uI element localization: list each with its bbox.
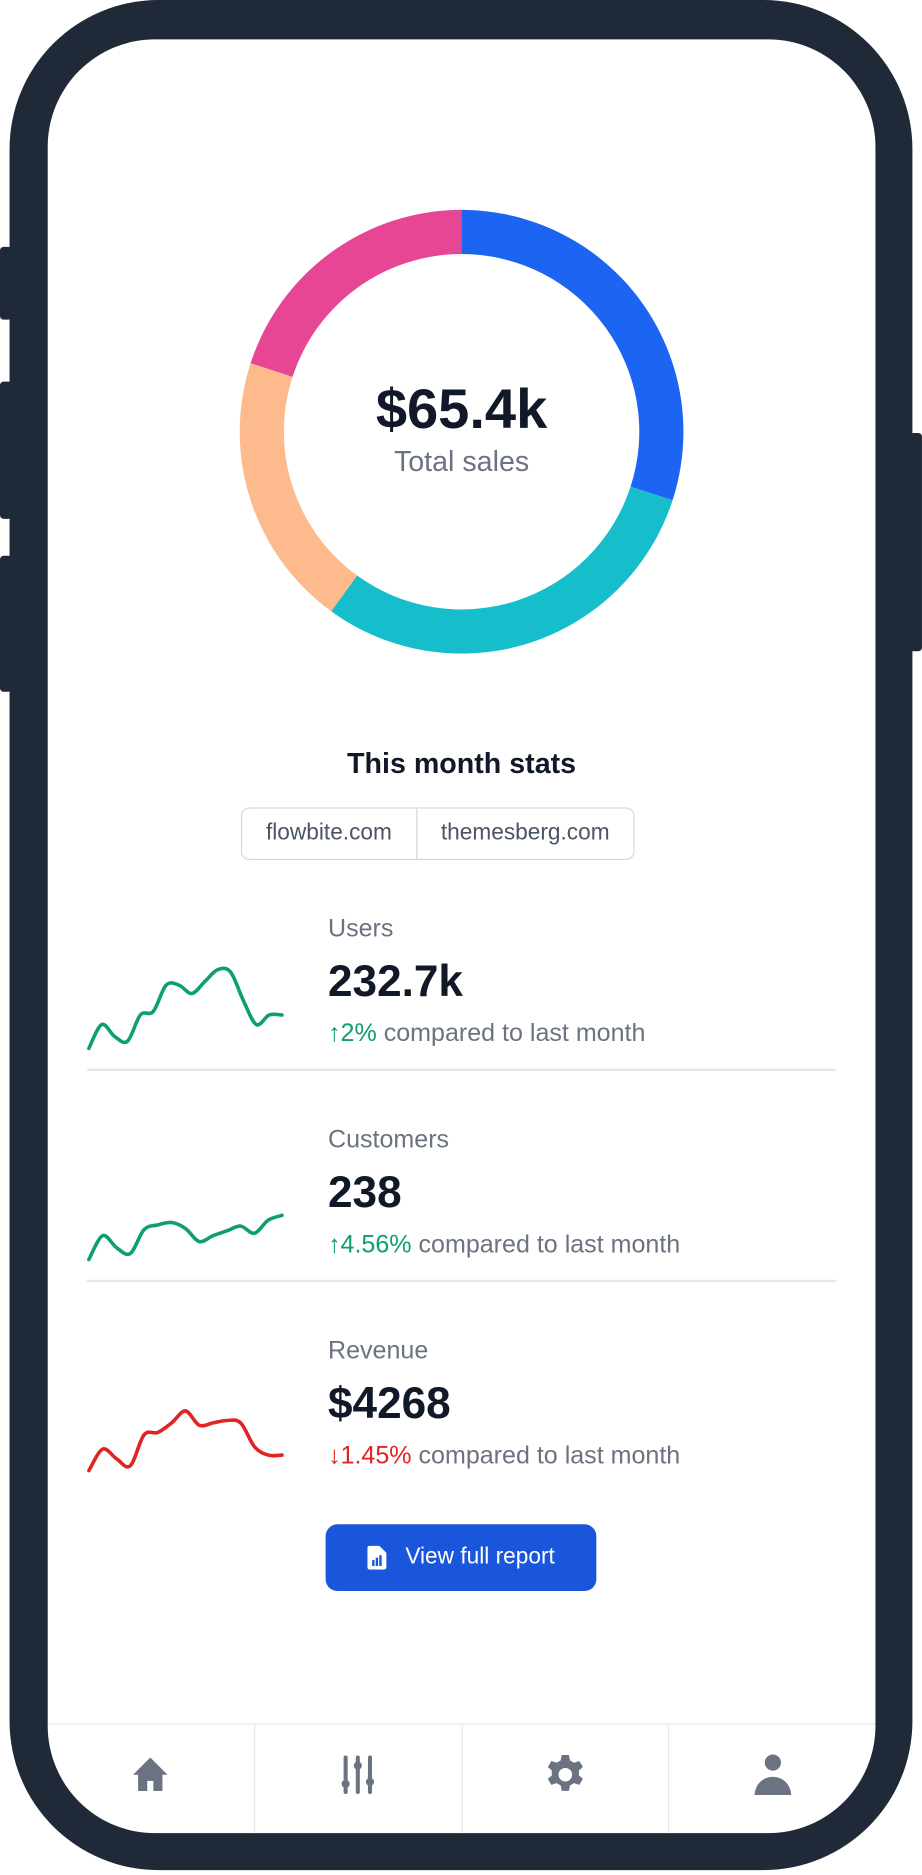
user-icon [754, 1754, 791, 1796]
change-suffix: compared to last month [418, 1441, 681, 1470]
stat-row-users: Users 232.7k ↑2% compared to last month [87, 889, 836, 1068]
sparkline-chart [87, 1213, 284, 1262]
donut-center: $65.4k Total sales [239, 209, 685, 655]
donut-segment-3 [239, 363, 358, 612]
tab-flowbite[interactable]: flowbite.com [242, 808, 416, 859]
stat-label: Users [327, 914, 394, 943]
gear-icon [547, 1755, 583, 1791]
change-percent: 2% [340, 1019, 377, 1048]
stats-title: This month stats [347, 747, 577, 781]
stat-row-revenue: Revenue $4268 ↓1.45% compared to last mont… [87, 1311, 836, 1490]
change-suffix: compared to last month [418, 1230, 681, 1259]
bottom-nav [47, 1723, 876, 1834]
view-full-report-button[interactable]: View full report [325, 1524, 597, 1592]
row-divider [87, 1068, 837, 1071]
side-button-power[interactable] [910, 432, 922, 652]
site-tabs: flowbite.com themesberg.com [240, 807, 635, 860]
trend-down-arrow-icon: ↓ [327, 1441, 341, 1470]
nav-home[interactable] [48, 1725, 254, 1834]
stat-value: 232.7k [327, 956, 463, 1006]
donut-segment-2 [331, 486, 673, 654]
row-divider [87, 1279, 837, 1282]
total-sales-label: Total sales [393, 445, 530, 478]
trend-up-arrow-icon: ↑ [327, 1019, 341, 1048]
stat-change: ↑4.56% compared to last month [328, 1231, 680, 1260]
change-suffix: compared to last month [383, 1019, 646, 1048]
tab-themesberg[interactable]: themesberg.com [415, 808, 634, 859]
stat-label: Revenue [327, 1337, 429, 1365]
sparkline-series [87, 966, 284, 1051]
stat-value: 238 [327, 1167, 402, 1217]
view-full-report-label: View full report [405, 1544, 555, 1570]
stat-change: ↓1.45% compared to last month [328, 1442, 680, 1471]
nav-settings[interactable] [460, 1724, 668, 1834]
trend-up-arrow-icon: ↑ [327, 1230, 341, 1259]
total-sales-donut-chart [239, 209, 684, 654]
sparkline-series [87, 1213, 284, 1262]
donut-segment-4 [250, 209, 462, 377]
nav-adjustments[interactable] [253, 1724, 461, 1834]
nav-profile[interactable] [668, 1724, 875, 1834]
home-icon [133, 1757, 168, 1791]
donut-segment-1 [461, 209, 684, 501]
sparkline-chart [87, 1409, 284, 1473]
change-percent: 4.56% [340, 1230, 412, 1259]
stat-row-customers: Customers 238 ↑4.56% compared to last mont… [87, 1100, 836, 1279]
total-sales-value: $65.4k [375, 376, 548, 440]
side-button-volume-down[interactable] [0, 555, 12, 692]
side-button-volume-up[interactable] [0, 381, 12, 519]
stat-label: Customers [327, 1125, 450, 1154]
stat-change: ↑2% compared to last month [328, 1020, 645, 1049]
file-chart-icon [367, 1545, 387, 1570]
sparkline-chart [87, 966, 284, 1051]
change-percent: 1.45% [340, 1441, 412, 1470]
side-button-mute[interactable] [0, 246, 12, 320]
phone-screen: $65.4k Total sales This month stats flow… [47, 39, 876, 1834]
stat-value: $4268 [327, 1378, 451, 1428]
sparkline-series [87, 1409, 284, 1473]
sliders-icon [341, 1755, 375, 1794]
